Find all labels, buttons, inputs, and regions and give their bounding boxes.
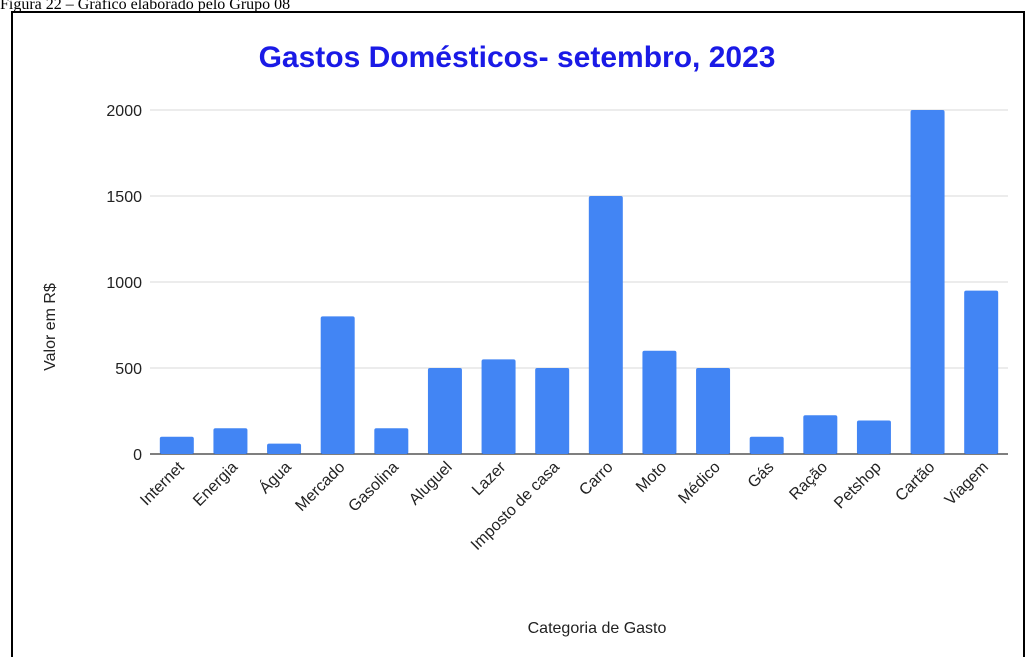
bar-10 xyxy=(696,368,731,454)
x-tick-label: Moto xyxy=(633,459,670,496)
x-tick-label: Gasolina xyxy=(345,459,402,516)
bar-12 xyxy=(803,415,838,454)
x-tick-label: Internet xyxy=(137,458,188,509)
x-tick-label: Viagem xyxy=(942,459,992,509)
bar-7 xyxy=(535,368,570,454)
x-tick-label: Petshop xyxy=(831,459,885,513)
bar-1 xyxy=(213,428,248,454)
y-tick-label: 2000 xyxy=(106,103,142,120)
x-tick-label: Energia xyxy=(190,459,241,510)
y-tick-label: 500 xyxy=(115,361,142,378)
x-tick-label: Água xyxy=(255,457,295,497)
x-tick-label: Cartão xyxy=(892,459,938,505)
chart-title: Gastos Domésticos- setembro, 2023 xyxy=(259,41,776,74)
x-tick-label: Mercado xyxy=(292,459,348,515)
figure-caption: Figura 22 – Gráfico elaborado pelo Grupo… xyxy=(0,0,291,13)
x-tick-label: Carro xyxy=(576,459,616,499)
y-axis-label: Valor em R$ xyxy=(42,283,59,371)
x-axis-label: Categoria de Gasto xyxy=(528,620,667,637)
bar-9 xyxy=(642,350,677,454)
bar-5 xyxy=(427,368,462,454)
bar-2 xyxy=(267,443,302,454)
y-tick-label: 1000 xyxy=(106,275,142,292)
x-tick-label: Médico xyxy=(675,459,724,508)
bar-8 xyxy=(588,196,623,454)
bar-chart: Gastos Domésticos- setembro, 2023 0 500 10… xyxy=(42,41,1008,637)
bar-13 xyxy=(856,420,891,454)
bar-4 xyxy=(374,428,409,454)
bar-15 xyxy=(964,290,999,454)
x-tick-label: Aluguel xyxy=(406,459,456,509)
bar-6 xyxy=(481,359,516,454)
x-tick-label: Lazer xyxy=(469,458,510,499)
bar-3 xyxy=(320,316,355,454)
bar-14 xyxy=(910,110,945,454)
y-tick-label: 1500 xyxy=(106,189,142,206)
x-tick-label: Ração xyxy=(786,459,831,504)
x-tick-label: Gás xyxy=(745,459,778,492)
chart-frame: Gastos Domésticos- setembro, 2023 0 500 10… xyxy=(11,11,1025,657)
bar-11 xyxy=(749,436,784,454)
bar-0 xyxy=(159,436,194,454)
y-tick-label: 0 xyxy=(133,447,142,464)
